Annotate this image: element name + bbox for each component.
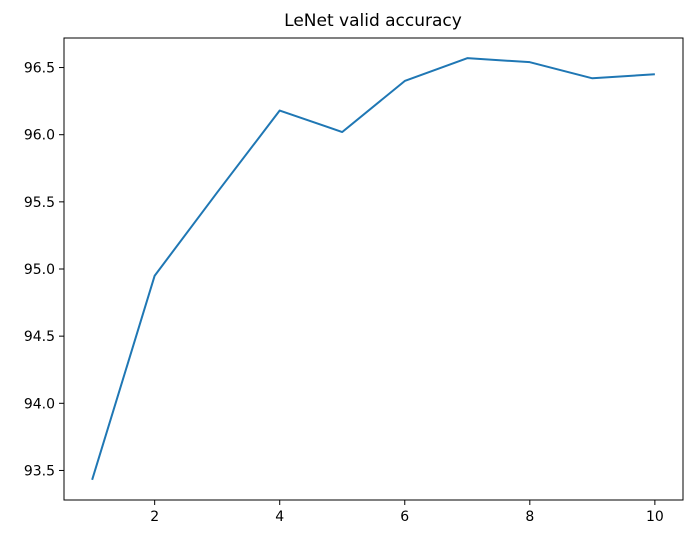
y-axis: 93.5 94.0 94.5 95.0 95.5 96.0 96.5 <box>24 61 64 479</box>
x-tick-label: 8 <box>525 509 534 525</box>
y-tick-label: 95.0 <box>24 262 55 278</box>
x-axis: 2 4 6 8 10 <box>150 500 664 525</box>
y-tick-label: 96.0 <box>24 128 55 144</box>
x-tick-label: 4 <box>275 509 284 525</box>
y-tick-label: 94.0 <box>24 396 55 412</box>
x-tick-label: 2 <box>150 509 159 525</box>
chart-title: LeNet valid accuracy <box>284 11 462 31</box>
y-tick-label: 93.5 <box>24 463 55 479</box>
y-tick-label: 94.5 <box>24 329 55 345</box>
y-tick-label: 95.5 <box>24 195 55 211</box>
y-tick-label: 96.5 <box>24 61 55 77</box>
x-tick-label: 10 <box>646 509 664 525</box>
x-tick-label: 6 <box>400 509 409 525</box>
series-line-0 <box>91 57 655 481</box>
series-layer <box>91 57 655 481</box>
